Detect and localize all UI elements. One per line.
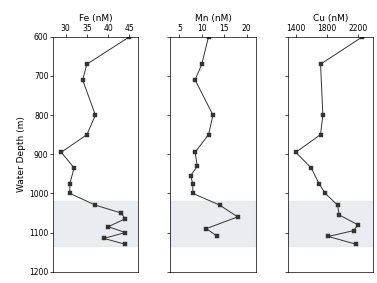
- X-axis label: Fe (nM): Fe (nM): [78, 14, 112, 23]
- X-axis label: Cu (nM): Cu (nM): [313, 14, 348, 23]
- Y-axis label: Water Depth (m): Water Depth (m): [17, 116, 26, 192]
- Bar: [170, 201, 256, 246]
- Bar: [288, 201, 373, 246]
- X-axis label: Mn (nM): Mn (nM): [195, 14, 231, 23]
- Bar: [53, 201, 138, 246]
